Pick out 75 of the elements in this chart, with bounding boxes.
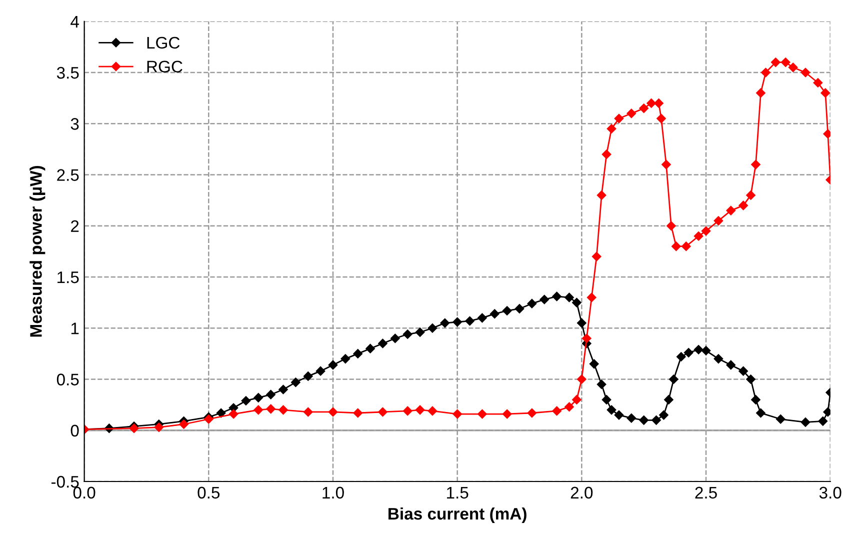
point [726, 206, 736, 216]
x-tick-label: 2.5 [695, 486, 717, 499]
point [614, 114, 624, 124]
point [813, 78, 823, 88]
y-tick-label: -0.5 [51, 476, 79, 488]
point [266, 404, 276, 414]
point [714, 216, 724, 226]
point [751, 160, 760, 170]
point [646, 98, 656, 108]
point [606, 124, 616, 134]
point [586, 292, 596, 302]
point [756, 88, 766, 98]
point [602, 150, 612, 159]
point [502, 409, 512, 419]
y-tick-label: 3 [70, 118, 79, 130]
point [681, 242, 691, 251]
point [626, 108, 636, 118]
point [572, 395, 582, 404]
point [378, 407, 388, 417]
x-tick-label: 0.0 [73, 486, 96, 499]
legend-label: LGC [147, 36, 180, 49]
point [527, 408, 537, 418]
point [552, 406, 562, 416]
y-tick-label: 2.5 [57, 169, 79, 181]
point [596, 190, 606, 200]
x-tick-label: 3.0 [819, 486, 842, 499]
x-tick-label: 1.5 [447, 486, 468, 499]
point [746, 190, 756, 200]
point [761, 68, 770, 78]
y-tick-label: 1 [71, 322, 79, 334]
point [478, 409, 487, 419]
point [228, 409, 238, 419]
y-tick-label: 3.5 [56, 66, 79, 79]
point [780, 58, 790, 67]
y-tick-label: 0.5 [56, 374, 79, 386]
x-tick-label: 2.0 [570, 486, 593, 499]
y-tick-label: 0 [70, 424, 79, 437]
point [654, 98, 664, 108]
point [788, 62, 798, 72]
y-axis-title: Measured power (µW) [30, 166, 46, 337]
x-axis-title: Bias current (mA) [388, 507, 526, 523]
point [303, 407, 313, 417]
point [402, 406, 412, 416]
point [129, 424, 139, 433]
x-tick-label: 0.5 [198, 486, 220, 499]
point [582, 334, 592, 343]
point [694, 231, 704, 241]
point [771, 58, 780, 67]
point [672, 242, 681, 251]
point [639, 104, 648, 113]
legend-label: RGC [147, 60, 182, 73]
y-tick-label: 2 [71, 220, 79, 232]
point [738, 200, 748, 210]
point [353, 408, 362, 418]
point [800, 68, 810, 78]
point [656, 114, 666, 124]
point [701, 226, 711, 236]
y-tick-label: 1.5 [58, 272, 79, 284]
point [577, 374, 586, 384]
x-tick-label: 1.0 [322, 486, 344, 499]
point [452, 409, 462, 419]
point [278, 405, 288, 415]
y-tick-label: 4 [70, 16, 79, 28]
point [662, 160, 671, 170]
point [204, 414, 214, 424]
point [154, 422, 164, 432]
point [564, 402, 574, 412]
point [428, 406, 438, 416]
point [592, 252, 602, 262]
point [179, 420, 188, 429]
point [328, 407, 338, 417]
point [415, 405, 425, 415]
point [666, 221, 676, 231]
point [254, 405, 264, 415]
point [820, 88, 830, 98]
